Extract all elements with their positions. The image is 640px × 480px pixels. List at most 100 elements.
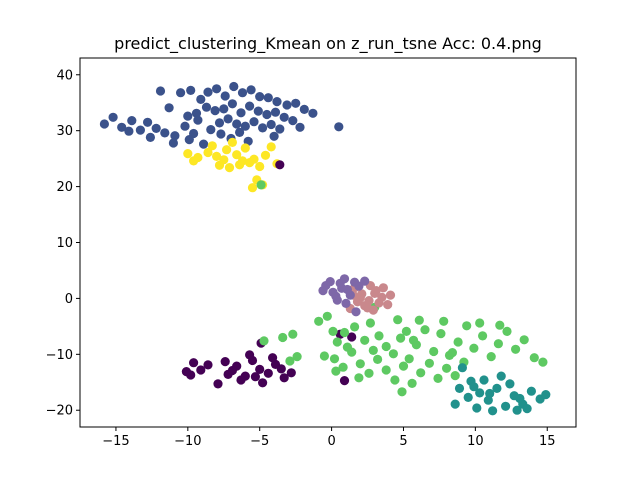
data-point-cluster_0 <box>347 332 357 342</box>
points-layer <box>99 81 551 416</box>
data-point-cluster_1 <box>210 106 220 116</box>
data-point-cluster_4 <box>255 161 265 172</box>
data-point-cluster_3 <box>450 399 460 409</box>
data-point-cluster_2 <box>314 316 324 326</box>
data-point-cluster_2 <box>350 322 360 332</box>
data-point-cluster_2 <box>416 368 426 378</box>
data-point-cluster_3 <box>515 393 525 404</box>
data-point-cluster_2 <box>319 351 329 361</box>
data-point-cluster_2 <box>510 344 521 354</box>
data-point-cluster_3 <box>541 390 551 400</box>
data-point-cluster_3 <box>496 371 506 381</box>
data-point-cluster_2 <box>365 318 375 328</box>
data-point-cluster_0 <box>181 367 191 377</box>
data-point-cluster_2 <box>381 365 391 375</box>
data-point-cluster_1 <box>237 88 248 98</box>
y-tick-label: −10 <box>46 348 73 363</box>
data-point-cluster_1 <box>151 123 161 133</box>
data-point-cluster_2 <box>322 311 332 321</box>
data-point-cluster_5 <box>378 283 388 293</box>
data-point-cluster_0 <box>275 160 285 170</box>
data-point-cluster_2 <box>342 342 352 352</box>
y-tick-label: 30 <box>56 124 73 139</box>
data-point-cluster_1 <box>206 125 216 135</box>
data-point-cluster_2 <box>529 353 539 363</box>
data-point-cluster_2 <box>502 326 512 336</box>
data-point-cluster_2 <box>424 358 434 368</box>
data-point-cluster_1 <box>212 84 222 94</box>
data-point-cluster_6 <box>360 276 370 286</box>
data-point-cluster_2 <box>354 373 364 383</box>
data-point-cluster_4 <box>260 150 271 160</box>
data-point-cluster_4 <box>212 151 222 161</box>
data-point-cluster_4 <box>183 149 193 159</box>
data-point-cluster_2 <box>388 349 398 359</box>
data-point-cluster_2 <box>338 362 348 372</box>
data-point-cluster_0 <box>286 368 296 378</box>
data-point-cluster_3 <box>526 386 537 396</box>
data-point-cluster_5 <box>385 290 396 300</box>
data-point-cluster_2 <box>393 315 403 325</box>
data-point-cluster_4 <box>247 183 258 193</box>
y-tick-label: 10 <box>56 236 73 251</box>
data-point-cluster_5 <box>374 298 384 308</box>
data-point-cluster_2 <box>368 345 378 355</box>
data-point-cluster_1 <box>258 123 268 133</box>
data-point-cluster_3 <box>463 392 473 402</box>
data-point-cluster_4 <box>222 145 232 155</box>
data-point-cluster_6 <box>318 286 328 296</box>
data-point-cluster_0 <box>245 350 255 360</box>
data-point-cluster_1 <box>160 128 170 138</box>
data-point-cluster_2 <box>433 373 443 383</box>
data-point-cluster_0 <box>263 368 273 378</box>
data-point-cluster_0 <box>279 373 289 383</box>
data-point-cluster_1 <box>246 85 256 95</box>
data-point-cluster_1 <box>299 104 309 114</box>
data-point-cluster_1 <box>229 81 239 92</box>
data-point-cluster_1 <box>184 135 194 145</box>
data-point-cluster_6 <box>325 277 335 287</box>
plot-area <box>80 58 576 427</box>
data-point-cluster_3 <box>457 363 467 373</box>
data-point-cluster_1 <box>279 112 289 122</box>
data-point-cluster_1 <box>308 108 318 118</box>
data-point-cluster_2 <box>453 337 463 347</box>
data-point-cluster_2 <box>339 327 350 338</box>
data-point-cluster_1 <box>155 86 166 96</box>
data-point-cluster_3 <box>469 382 479 392</box>
data-point-cluster_1 <box>219 104 229 114</box>
data-point-cluster_5 <box>362 303 373 313</box>
data-point-cluster_0 <box>203 360 213 370</box>
data-point-cluster_1 <box>186 85 196 95</box>
x-tick-label: 5 <box>399 434 407 449</box>
data-point-cluster_2 <box>414 315 424 325</box>
data-point-cluster_2 <box>288 329 298 339</box>
data-point-cluster_2 <box>439 316 449 326</box>
data-point-cluster_4 <box>224 163 235 173</box>
data-point-cluster_2 <box>278 332 288 343</box>
data-point-cluster_2 <box>355 359 365 369</box>
data-point-cluster_1 <box>240 121 250 131</box>
data-point-cluster_4 <box>189 156 199 166</box>
data-point-cluster_4 <box>207 141 217 151</box>
data-point-cluster_0 <box>250 372 260 382</box>
data-point-cluster_2 <box>538 357 548 367</box>
data-point-cluster_1 <box>199 139 209 149</box>
data-point-cluster_0 <box>339 376 350 386</box>
data-point-cluster_6 <box>337 283 347 293</box>
x-tick-label: −15 <box>102 434 129 449</box>
x-tick-label: −10 <box>174 434 201 449</box>
data-point-cluster_1 <box>232 119 242 129</box>
data-point-cluster_1 <box>201 102 212 112</box>
data-point-cluster_1 <box>164 103 174 113</box>
data-point-cluster_1 <box>291 98 301 108</box>
data-point-cluster_1 <box>269 131 279 141</box>
data-point-cluster_1 <box>183 111 193 121</box>
data-point-cluster_1 <box>176 88 186 98</box>
data-point-cluster_2 <box>495 320 505 330</box>
data-point-cluster_1 <box>135 125 145 135</box>
data-point-cluster_1 <box>266 119 276 130</box>
data-point-cluster_2 <box>256 180 266 190</box>
data-point-cluster_0 <box>196 365 206 375</box>
data-point-cluster_4 <box>240 143 250 153</box>
